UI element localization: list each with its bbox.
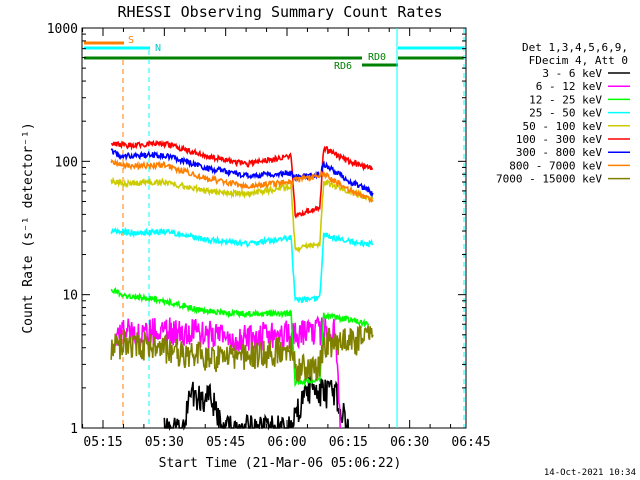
plot-frame (81, 27, 467, 429)
event-markers (122, 28, 465, 428)
legend-entry-label: 12 - 25 keV (529, 93, 602, 106)
legend-entry-label: 50 - 100 keV (523, 120, 603, 133)
legend-entry-label: 7000 - 15000 keV (496, 173, 602, 186)
series-line-2 (114, 315, 341, 429)
series-line-6 (110, 139, 374, 219)
y-tick-label: 10 (62, 289, 78, 304)
x-tick-label: 05:45 (206, 435, 245, 450)
axes: 1 10 100 1000 05:15 05:30 05:45 06:00 06:15 06:30… (47, 22, 491, 450)
legend-entry-label: 25 - 50 keV (529, 107, 602, 120)
flag-bars: S N RD0 RD6 (84, 35, 464, 72)
legend-entry-label: 3 - 6 keV (542, 67, 602, 80)
saa-flag-label: S (128, 35, 134, 46)
series-line-8 (110, 158, 374, 204)
x-tick-label: 06:00 (267, 435, 306, 450)
legend-entry-label: 300 - 800 keV (516, 146, 602, 159)
data-series (110, 139, 374, 432)
x-axis-label: Start Time (21-Mar-06 05:06:22) (159, 456, 402, 471)
x-tick-label: 06:15 (329, 435, 368, 450)
legend-header-line-1: Det 1,3,4,5,6,9, (522, 41, 628, 54)
series-line-5 (110, 176, 374, 254)
rd6-flag-label: RD6 (334, 61, 352, 72)
legend-header-line-2: FDecim 4, Att 0 (529, 54, 628, 67)
x-tick-label: 05:30 (145, 435, 184, 450)
y-axis-label: Count Rate (s⁻¹ detector⁻¹) (21, 122, 36, 333)
y-tick-label: 1000 (47, 22, 78, 37)
legend-entry-label: 6 - 12 keV (536, 80, 603, 93)
y-tick-label: 100 (55, 155, 78, 170)
x-tick-label: 06:30 (390, 435, 429, 450)
y-tick-label: 1 (70, 422, 78, 437)
chart-title: RHESSI Observing Summary Count Rates (117, 3, 442, 21)
series-line-1 (163, 375, 350, 432)
night-flag-label: N (155, 43, 161, 54)
series-line-4 (110, 226, 374, 304)
legend-entry-label: 800 - 7000 keV (509, 159, 602, 172)
footer-date: 14-Oct-2021 10:34 (544, 468, 636, 478)
series-line-3 (110, 286, 370, 388)
x-tick-label: 06:45 (451, 435, 490, 450)
series-line-7 (110, 148, 374, 198)
series-line-9 (110, 324, 374, 382)
rd0-flag-label: RD0 (368, 52, 386, 63)
legend-entry-label: 100 - 300 keV (516, 133, 602, 146)
x-tick-label: 05:15 (83, 435, 122, 450)
